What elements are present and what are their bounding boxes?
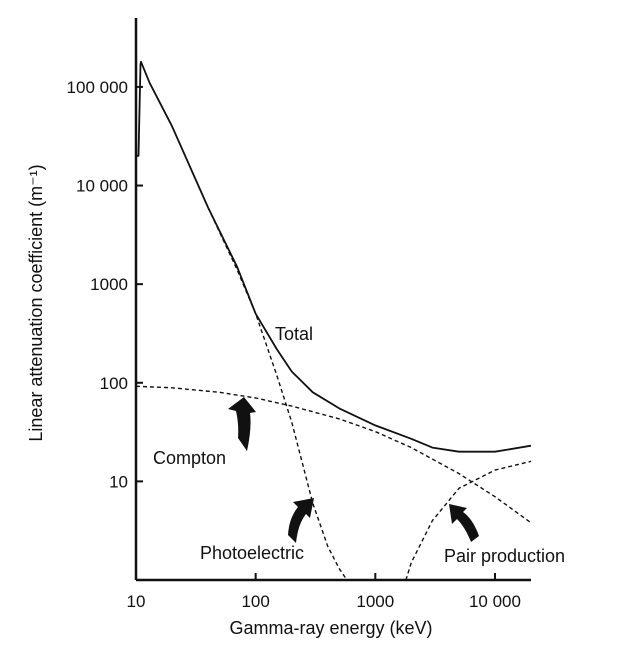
x-tick-label: 100 [241,592,269,611]
series-layer [135,60,532,581]
y-tick-label: 100 000 [67,78,128,97]
y-ticks: 10 100 1000 10 000 100 000 [67,78,143,491]
photoelectric-label: Photoelectric [200,543,304,563]
series-compton-line [135,385,532,524]
x-ticks: 10 100 1000 10 000 [127,573,521,611]
series-pair-production-line [405,460,532,581]
pair-production-label: Pair production [444,546,565,566]
x-axis-title: Gamma-ray energy (keV) [229,618,432,638]
series-total-line [136,60,532,453]
compton-arrow [228,397,256,451]
arrows [228,397,479,543]
x-tick-label: 10 [127,592,146,611]
compton-label: Compton [153,448,226,468]
y-tick-label: 1000 [90,275,128,294]
y-tick-label: 10 [109,472,128,491]
total-label: Total [275,324,313,344]
series-photoelectric-line [207,207,348,581]
x-tick-label: 1000 [356,592,394,611]
y-tick-label: 100 [100,374,128,393]
pair-production-arrow [449,504,479,542]
y-tick-label: 10 000 [76,177,128,196]
y-axis-title: Linear attenuation coefficient (m⁻¹) [26,164,46,441]
x-tick-label: 10 000 [469,592,521,611]
photoelectric-arrow [288,498,314,543]
